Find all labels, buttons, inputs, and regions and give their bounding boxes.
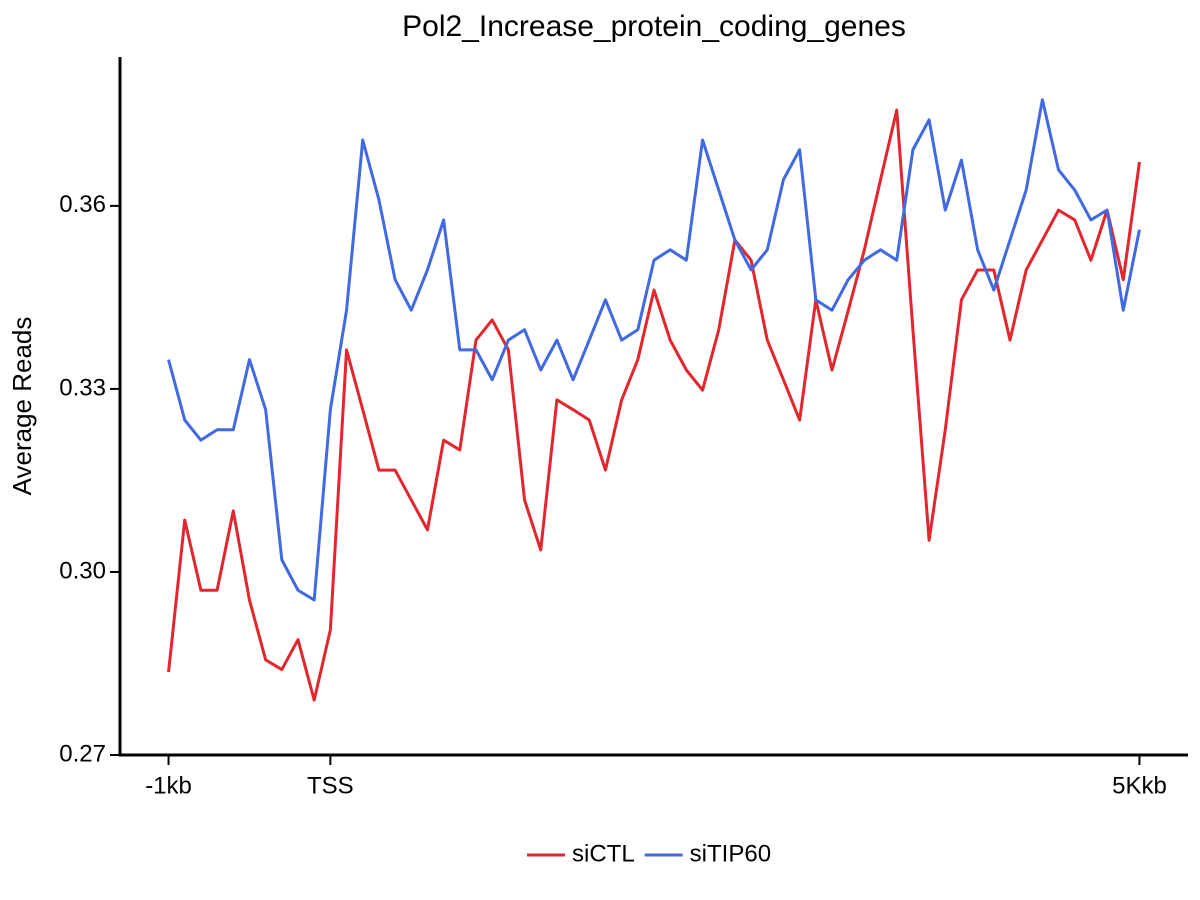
- y-tick-label: 0.30: [59, 557, 106, 584]
- series-line: [167, 98, 1141, 602]
- series-line: [167, 108, 1141, 702]
- y-tick-label: 0.33: [59, 374, 106, 401]
- x-tick-label: -1kb: [145, 772, 192, 799]
- y-tick-label: 0.36: [59, 191, 106, 218]
- x-tick-label: TSS: [307, 772, 354, 799]
- chart-title: Pol2_Increase_protein_coding_genes: [402, 10, 906, 43]
- y-axis-label: Average Reads: [7, 317, 37, 496]
- x-tick-label: 5Kkb: [1112, 772, 1167, 799]
- legend-label: siTIP60: [690, 840, 771, 867]
- y-tick-label: 0.27: [59, 740, 106, 767]
- legend-label: siCTL: [572, 840, 635, 867]
